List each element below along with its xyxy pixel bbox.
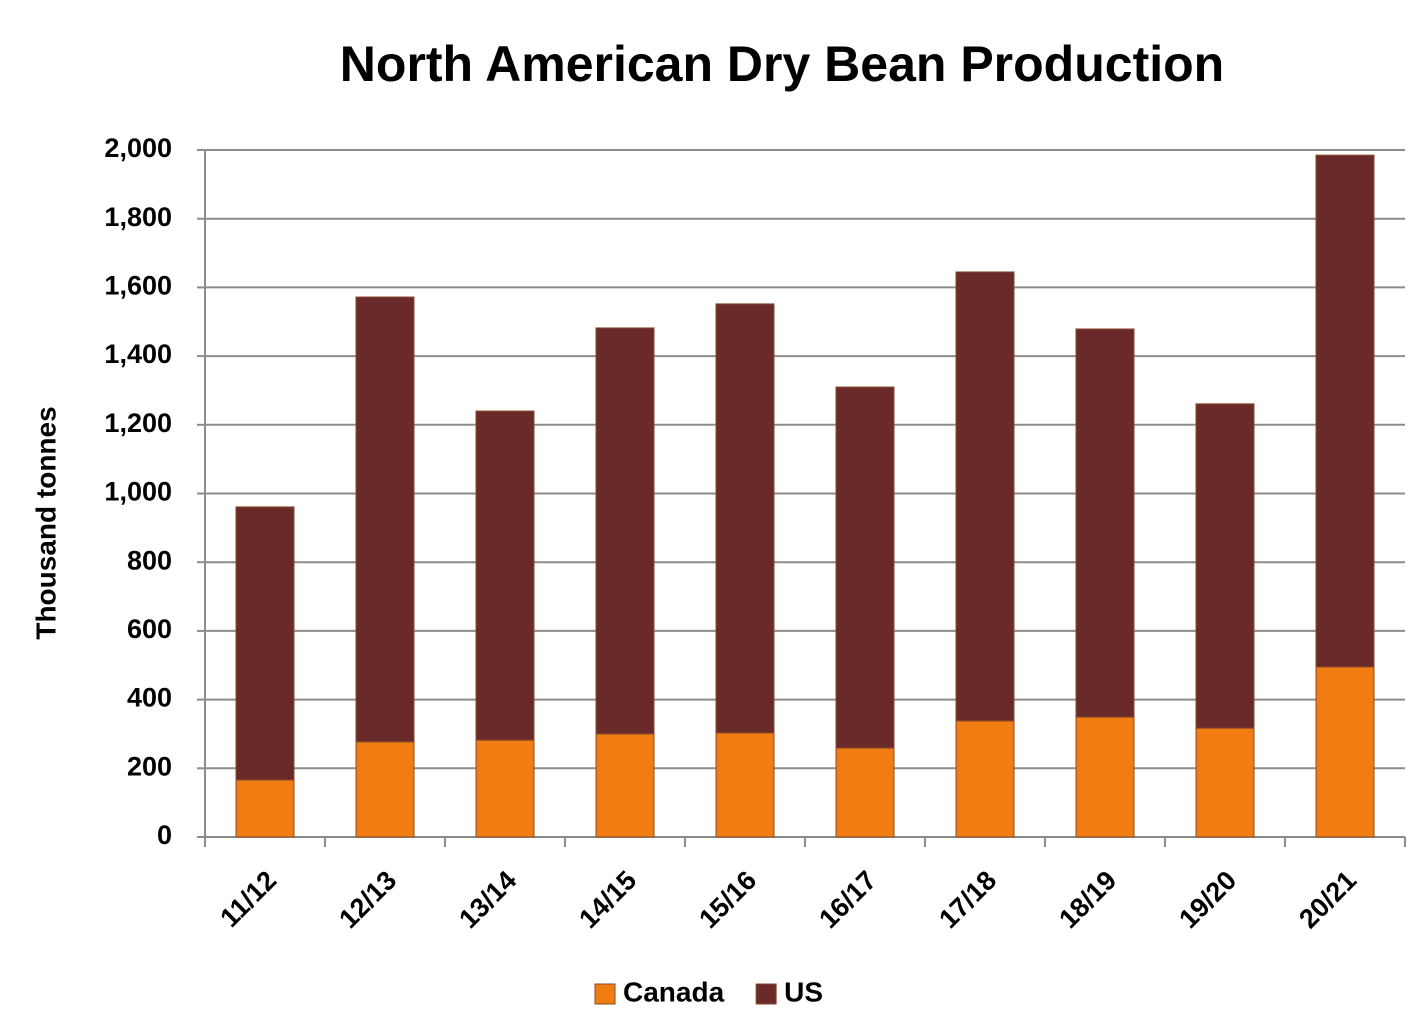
x-tick-label: 14/15 [573,865,642,934]
x-tick-label: 17/18 [933,865,1002,934]
y-tick-label: 1,400 [104,339,172,369]
bar-segment [1315,666,1375,838]
x-tick-label: 18/19 [1053,865,1122,934]
bar-segment [1195,727,1255,838]
y-tick-label: 600 [127,614,172,644]
y-tick-label: 1,600 [104,271,172,301]
x-tick-label: 12/13 [333,865,402,934]
bar-segment [1315,154,1375,668]
y-tick-label: 1,000 [104,477,172,507]
y-axis-label: Thousand tonnes [30,406,61,639]
bar-segment [955,720,1015,838]
bar-segment [715,732,775,838]
bar-segment [835,386,895,749]
bar-segment [475,410,535,741]
bar-segment [1195,403,1255,729]
x-tick-label: 19/20 [1173,865,1242,934]
legend-label: Canada [623,976,725,1007]
bar-segment [1075,716,1135,838]
bar-segment [595,733,655,838]
bar-segment [595,327,655,735]
y-tick-label: 200 [127,751,172,781]
x-tick-label: 20/21 [1293,865,1362,934]
x-tick-label: 13/14 [453,865,522,934]
bar-segment [835,747,895,838]
bar-segment [235,779,295,838]
y-tick-label: 800 [127,545,172,575]
bar-segment [355,296,415,743]
y-tick-label: 400 [127,683,172,713]
y-tick-label: 2,000 [104,133,172,163]
bar-segment [475,739,535,838]
legend-label: US [784,976,823,1007]
bar-segment [955,271,1015,722]
bar-segment [355,741,415,838]
chart-title: North American Dry Bean Production [340,36,1224,92]
x-tick-label: 15/16 [693,865,762,934]
y-tick-label: 0 [157,820,172,850]
legend-swatch [755,983,777,1005]
x-tick-label: 11/12 [214,865,282,933]
x-tick-label: 16/17 [813,865,882,934]
bar-segment [715,303,775,734]
y-tick-label: 1,800 [104,202,172,232]
bar-segment [235,506,295,781]
y-tick-label: 1,200 [104,408,172,438]
legend-swatch [594,983,616,1005]
bar-segment [1075,328,1135,718]
